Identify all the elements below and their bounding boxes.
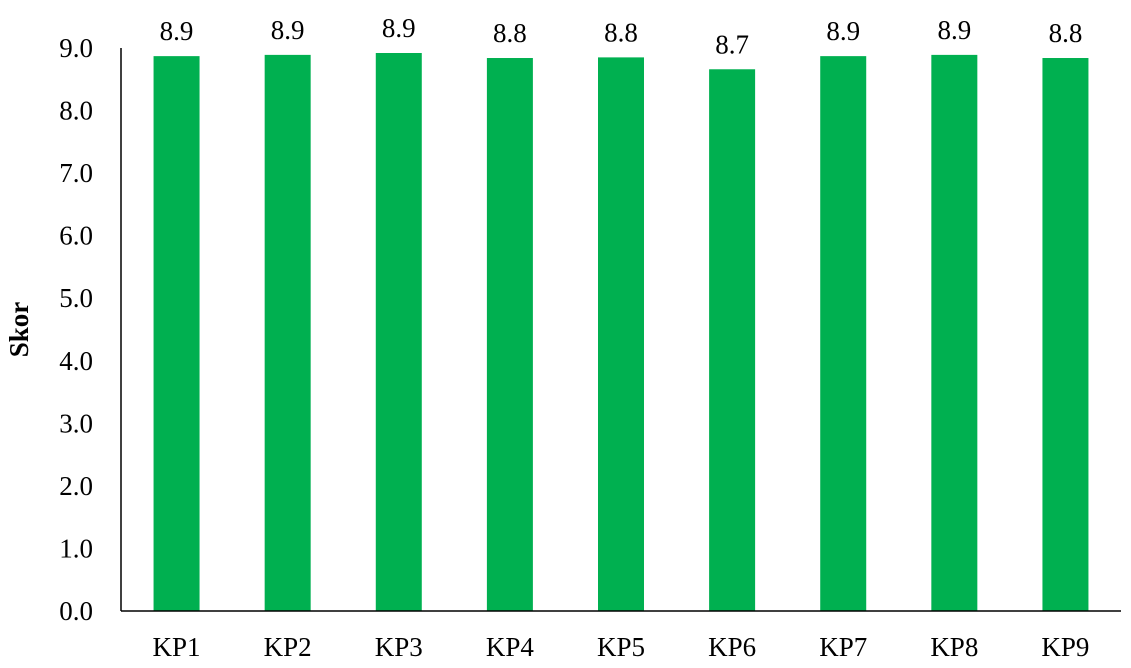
y-axis-ticks: 0.0 1.0 2.0 3.0 4.0 5.0 6.0 7.0 8.0 9.0: [59, 33, 93, 626]
y-tick-label: 3.0: [59, 408, 93, 438]
x-tick-label: KP5: [597, 632, 645, 662]
x-tick-label: KP2: [264, 632, 312, 662]
y-tick-label: 5.0: [59, 283, 93, 313]
x-tick-label: KP9: [1041, 632, 1089, 662]
bar-kp4: [486, 58, 533, 611]
x-tick-label: KP3: [375, 632, 423, 662]
y-tick-label: 7.0: [59, 158, 93, 188]
data-labels: 8.9 8.9 8.9 8.8 8.8 8.7 8.9 8.9 8.8: [160, 13, 1083, 59]
x-tick-label: KP6: [708, 632, 756, 662]
y-tick-label: 8.0: [59, 96, 93, 126]
y-tick-label: 0.0: [59, 596, 93, 626]
data-label: 8.9: [382, 13, 416, 43]
bar-kp9: [1042, 58, 1089, 611]
y-tick-label: 4.0: [59, 346, 93, 376]
bar-kp3: [375, 53, 422, 611]
data-label: 8.7: [715, 29, 749, 59]
x-tick-label: KP7: [819, 632, 867, 662]
data-label: 8.8: [1049, 18, 1083, 48]
bar-kp1: [153, 56, 200, 612]
bar-kp7: [820, 56, 867, 612]
y-tick-label: 2.0: [59, 471, 93, 501]
x-tick-label: KP1: [153, 632, 201, 662]
x-axis-ticks: KP1 KP2 KP3 KP4 KP5 KP6 KP7 KP8 KP9: [153, 632, 1090, 662]
bar-kp8: [931, 54, 978, 612]
y-tick-label: 6.0: [59, 221, 93, 251]
x-tick-label: KP8: [930, 632, 978, 662]
data-label: 8.9: [160, 16, 194, 46]
data-label: 8.8: [493, 18, 527, 48]
x-tick-label: KP4: [486, 632, 535, 662]
data-label: 8.8: [604, 17, 638, 47]
data-label: 8.9: [826, 16, 860, 46]
bar-kp6: [709, 69, 756, 611]
y-tick-label: 9.0: [59, 33, 93, 63]
data-label: 8.9: [937, 15, 971, 45]
bars: [153, 53, 1089, 612]
y-axis-title: Skor: [4, 302, 34, 358]
bar-kp2: [264, 54, 311, 612]
y-tick-label: 1.0: [59, 533, 93, 563]
data-label: 8.9: [271, 15, 305, 45]
bar-kp5: [598, 57, 644, 611]
